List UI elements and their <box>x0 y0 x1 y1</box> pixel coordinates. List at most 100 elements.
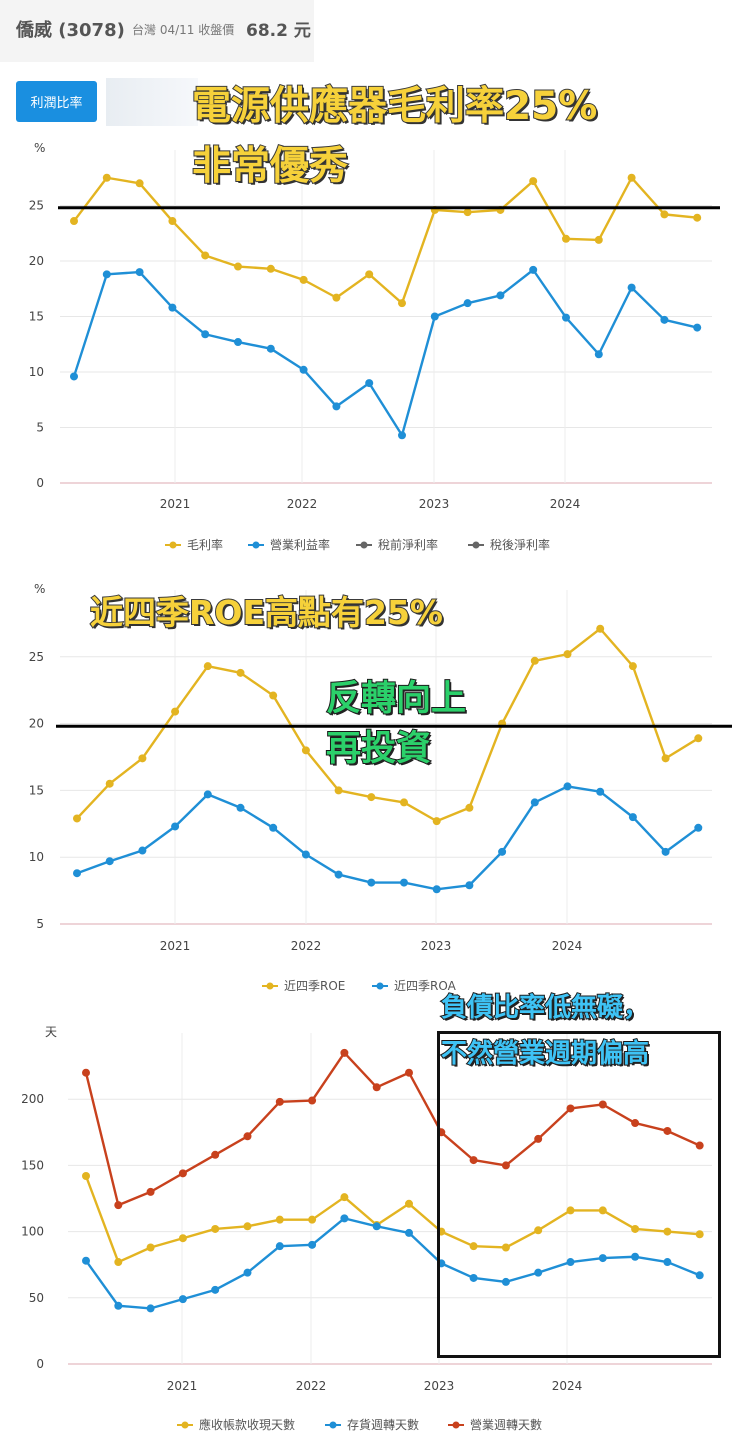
data-point[interactable] <box>266 264 275 273</box>
legend-item[interactable]: 營業利益率 <box>248 537 330 552</box>
data-point[interactable] <box>563 782 572 791</box>
data-point[interactable] <box>465 803 474 812</box>
data-point[interactable] <box>631 1224 640 1233</box>
data-point[interactable] <box>308 1215 317 1224</box>
data-point[interactable] <box>82 1171 90 1180</box>
data-point[interactable] <box>82 1068 90 1077</box>
data-point[interactable] <box>367 878 376 887</box>
data-point[interactable] <box>430 312 439 321</box>
data-point[interactable] <box>400 878 408 887</box>
data-point[interactable] <box>598 1254 607 1263</box>
data-point[interactable] <box>266 344 275 353</box>
data-point[interactable] <box>398 431 406 440</box>
data-point[interactable] <box>211 1285 220 1294</box>
data-point[interactable] <box>105 779 114 788</box>
data-point[interactable] <box>598 1100 607 1109</box>
data-point[interactable] <box>432 885 441 894</box>
data-point[interactable] <box>178 1295 187 1304</box>
legend-item[interactable]: 營業週轉天數 <box>448 1418 542 1432</box>
data-point[interactable] <box>628 813 637 822</box>
data-point[interactable] <box>694 823 703 832</box>
data-point[interactable] <box>695 1230 704 1239</box>
data-point[interactable] <box>146 1243 155 1252</box>
data-point[interactable] <box>236 803 245 812</box>
data-point[interactable] <box>334 870 343 879</box>
data-point[interactable] <box>693 213 702 222</box>
data-point[interactable] <box>203 790 212 799</box>
data-point[interactable] <box>269 823 278 832</box>
data-point[interactable] <box>340 1193 349 1202</box>
data-point[interactable] <box>372 1222 381 1231</box>
data-point[interactable] <box>332 293 341 302</box>
data-point[interactable] <box>372 1083 381 1092</box>
data-point[interactable] <box>534 1268 543 1277</box>
data-point[interactable] <box>469 1273 478 1282</box>
data-point[interactable] <box>114 1301 123 1310</box>
tab-profit-ratio[interactable]: 利潤比率 <box>16 81 97 122</box>
data-point[interactable] <box>135 268 144 277</box>
data-point[interactable] <box>138 846 147 855</box>
data-point[interactable] <box>73 814 81 823</box>
data-point[interactable] <box>469 1156 478 1165</box>
data-point[interactable] <box>695 1141 704 1150</box>
data-point[interactable] <box>138 754 147 763</box>
legend-item[interactable]: 毛利率 <box>165 537 223 552</box>
data-point[interactable] <box>631 1252 640 1261</box>
data-point[interactable] <box>114 1201 123 1210</box>
data-point[interactable] <box>203 662 212 671</box>
data-point[interactable] <box>498 847 507 856</box>
data-point[interactable] <box>275 1097 284 1106</box>
legend-item[interactable]: 近四季ROA <box>372 979 457 993</box>
data-point[interactable] <box>367 793 376 802</box>
data-point[interactable] <box>631 1119 640 1128</box>
data-point[interactable] <box>530 798 539 807</box>
data-point[interactable] <box>501 1161 510 1170</box>
data-point[interactable] <box>269 691 278 700</box>
data-point[interactable] <box>178 1169 187 1178</box>
data-point[interactable] <box>463 208 472 217</box>
data-point[interactable] <box>566 1104 575 1113</box>
data-point[interactable] <box>562 234 570 243</box>
data-point[interactable] <box>496 291 505 300</box>
data-point[interactable] <box>663 1227 672 1236</box>
data-point[interactable] <box>529 177 538 186</box>
data-point[interactable] <box>243 1222 252 1231</box>
data-point[interactable] <box>594 350 603 359</box>
data-point[interactable] <box>563 650 572 659</box>
data-point[interactable] <box>627 173 636 182</box>
data-point[interactable] <box>562 313 570 322</box>
data-point[interactable] <box>627 283 636 292</box>
data-point[interactable] <box>146 1304 155 1313</box>
data-point[interactable] <box>566 1206 575 1215</box>
data-point[interactable] <box>660 210 669 219</box>
data-point[interactable] <box>82 1256 90 1265</box>
data-point[interactable] <box>661 754 670 763</box>
data-point[interactable] <box>400 798 408 807</box>
data-point[interactable] <box>105 857 114 866</box>
data-point[interactable] <box>201 251 210 260</box>
data-point[interactable] <box>340 1214 349 1223</box>
data-point[interactable] <box>171 822 180 831</box>
data-point[interactable] <box>695 1271 704 1280</box>
data-point[interactable] <box>405 1199 413 1208</box>
data-point[interactable] <box>693 323 702 332</box>
data-point[interactable] <box>135 179 144 188</box>
data-point[interactable] <box>334 786 343 795</box>
data-point[interactable] <box>340 1048 349 1057</box>
legend-item[interactable]: 應收帳款收現天數 <box>177 1417 295 1432</box>
data-point[interactable] <box>463 299 472 308</box>
legend-item[interactable]: 稅前淨利率 <box>356 537 438 552</box>
data-point[interactable] <box>465 881 474 890</box>
data-point[interactable] <box>243 1268 252 1277</box>
data-point[interactable] <box>534 1226 543 1235</box>
legend-item[interactable]: 近四季ROE <box>262 979 345 993</box>
data-point[interactable] <box>234 262 242 271</box>
data-point[interactable] <box>332 402 341 411</box>
data-point[interactable] <box>211 1150 220 1159</box>
data-point[interactable] <box>114 1258 123 1267</box>
data-point[interactable] <box>243 1132 252 1141</box>
data-point[interactable] <box>530 656 539 665</box>
data-point[interactable] <box>534 1134 543 1143</box>
data-point[interactable] <box>299 365 308 374</box>
data-point[interactable] <box>694 734 703 743</box>
